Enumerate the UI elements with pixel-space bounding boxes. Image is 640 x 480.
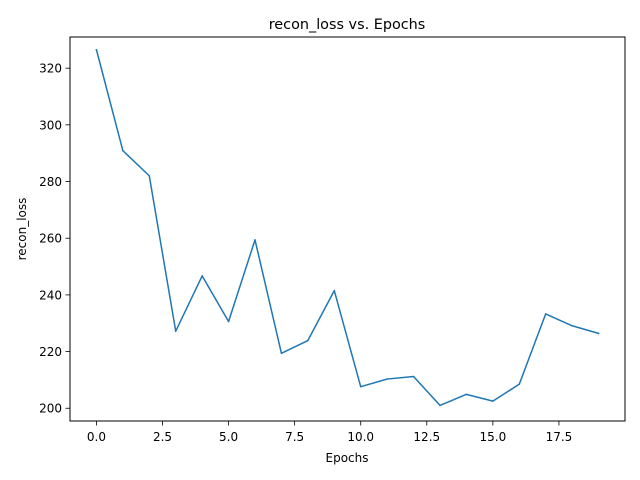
data-point bbox=[201, 275, 203, 277]
y-tick-label: 200 bbox=[39, 402, 62, 416]
data-point bbox=[254, 239, 256, 241]
x-tick-label: 5.0 bbox=[219, 430, 238, 444]
y-tick-label: 220 bbox=[39, 345, 62, 359]
data-point bbox=[412, 375, 415, 378]
data-point bbox=[571, 324, 573, 327]
data-point bbox=[386, 378, 388, 380]
data-point bbox=[95, 48, 98, 51]
chart-title: recon_loss vs. Epochs bbox=[269, 17, 426, 33]
data-point bbox=[174, 330, 177, 332]
y-tick-label: 280 bbox=[39, 175, 62, 189]
data-point bbox=[518, 383, 521, 385]
data-point bbox=[359, 385, 362, 388]
data-point bbox=[227, 320, 230, 323]
y-tick-label: 260 bbox=[39, 232, 62, 246]
x-tick-label: 17.5 bbox=[546, 430, 573, 444]
data-point bbox=[122, 149, 124, 152]
data-point bbox=[307, 339, 309, 342]
data-point bbox=[280, 352, 283, 355]
x-tick-label: 10.0 bbox=[347, 430, 374, 444]
x-tick-label: 12.5 bbox=[413, 430, 440, 444]
data-point bbox=[597, 332, 600, 335]
series-line bbox=[95, 48, 600, 407]
data-point bbox=[492, 400, 494, 402]
data-point bbox=[148, 175, 151, 177]
x-tick-label: 7.5 bbox=[285, 430, 304, 444]
y-tick-label: 300 bbox=[39, 118, 62, 132]
x-tick-label: 0.0 bbox=[87, 430, 106, 444]
data-point bbox=[439, 404, 441, 407]
y-tick-label: 240 bbox=[39, 288, 62, 302]
plot-frame bbox=[69, 36, 626, 422]
x-tick-label: 2.5 bbox=[153, 430, 172, 444]
data-point bbox=[544, 313, 547, 315]
y-tick-label: 320 bbox=[39, 62, 62, 76]
plot-area bbox=[95, 48, 600, 407]
data-point bbox=[465, 393, 468, 396]
data-point bbox=[333, 289, 336, 292]
x-axis-label: Epochs bbox=[326, 451, 369, 465]
x-tick-label: 15.0 bbox=[479, 430, 506, 444]
y-axis-label: recon_loss bbox=[15, 198, 29, 261]
